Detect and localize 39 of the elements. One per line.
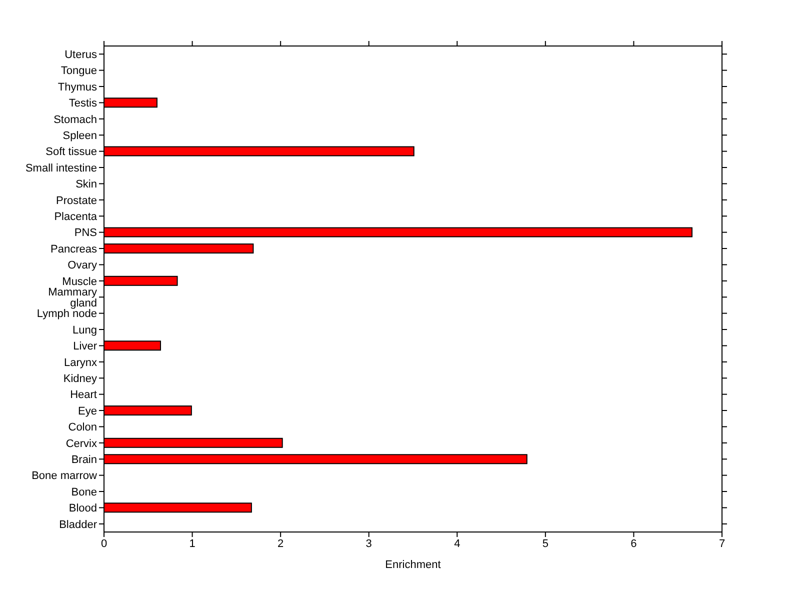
y-tick-label: Bladder xyxy=(59,518,98,531)
y-tick-label: Placenta xyxy=(54,211,98,224)
y-tick-label: Skin xyxy=(76,178,97,191)
y-tick-label: Small intestine xyxy=(25,162,97,174)
y-tick-label: Liver xyxy=(73,340,98,353)
y-tick-label: Lung xyxy=(72,324,97,336)
y-tick-label: Mammary gland xyxy=(48,286,98,310)
y-tick-label: PNS xyxy=(74,227,97,240)
x-tick-label: 6 xyxy=(630,538,637,550)
x-tick-label: 0 xyxy=(100,538,108,550)
x-tick-label: 3 xyxy=(366,538,372,550)
y-tick-label: Soft tissue xyxy=(46,146,97,158)
y-tick-label: Bone xyxy=(71,486,97,498)
y-tick-label: Kidney xyxy=(63,373,98,386)
y-tick-label: Muscle xyxy=(62,276,97,288)
y-tick-label: Pancreas xyxy=(50,243,98,256)
y-tick-label: Larynx xyxy=(64,356,98,369)
y-tick-label: Cervix xyxy=(66,438,98,450)
x-tick-label: 2 xyxy=(278,538,284,550)
y-tick-label: Colon xyxy=(68,422,97,434)
y-tick-label: Tongue xyxy=(60,65,97,78)
y-tick-label: Eye xyxy=(78,405,97,418)
y-tick-label: Bone marrow xyxy=(32,470,98,482)
y-tick-label: Ovary xyxy=(68,260,98,272)
y-tick-label: Prostate xyxy=(56,194,97,207)
y-tick-label: Heart xyxy=(70,389,97,402)
y-tick-label: Lymph node xyxy=(36,308,97,320)
x-tick-label: 4 xyxy=(454,538,460,550)
y-tick-label: Spleen xyxy=(62,130,97,142)
y-tick-label: Testis xyxy=(68,98,98,110)
x-tick-label: 7 xyxy=(718,538,726,550)
x-tick-label: 1 xyxy=(189,538,196,550)
x-tick-label: 5 xyxy=(542,538,548,550)
x-axis-title: Enrichment xyxy=(385,559,441,571)
y-tick-label: Brain xyxy=(71,454,97,466)
y-tick-label: Blood xyxy=(68,502,97,515)
y-tick-label: Uterus xyxy=(64,49,98,62)
y-tick-label: Stomach xyxy=(54,114,97,126)
y-tick-label: Thymus xyxy=(58,81,98,94)
